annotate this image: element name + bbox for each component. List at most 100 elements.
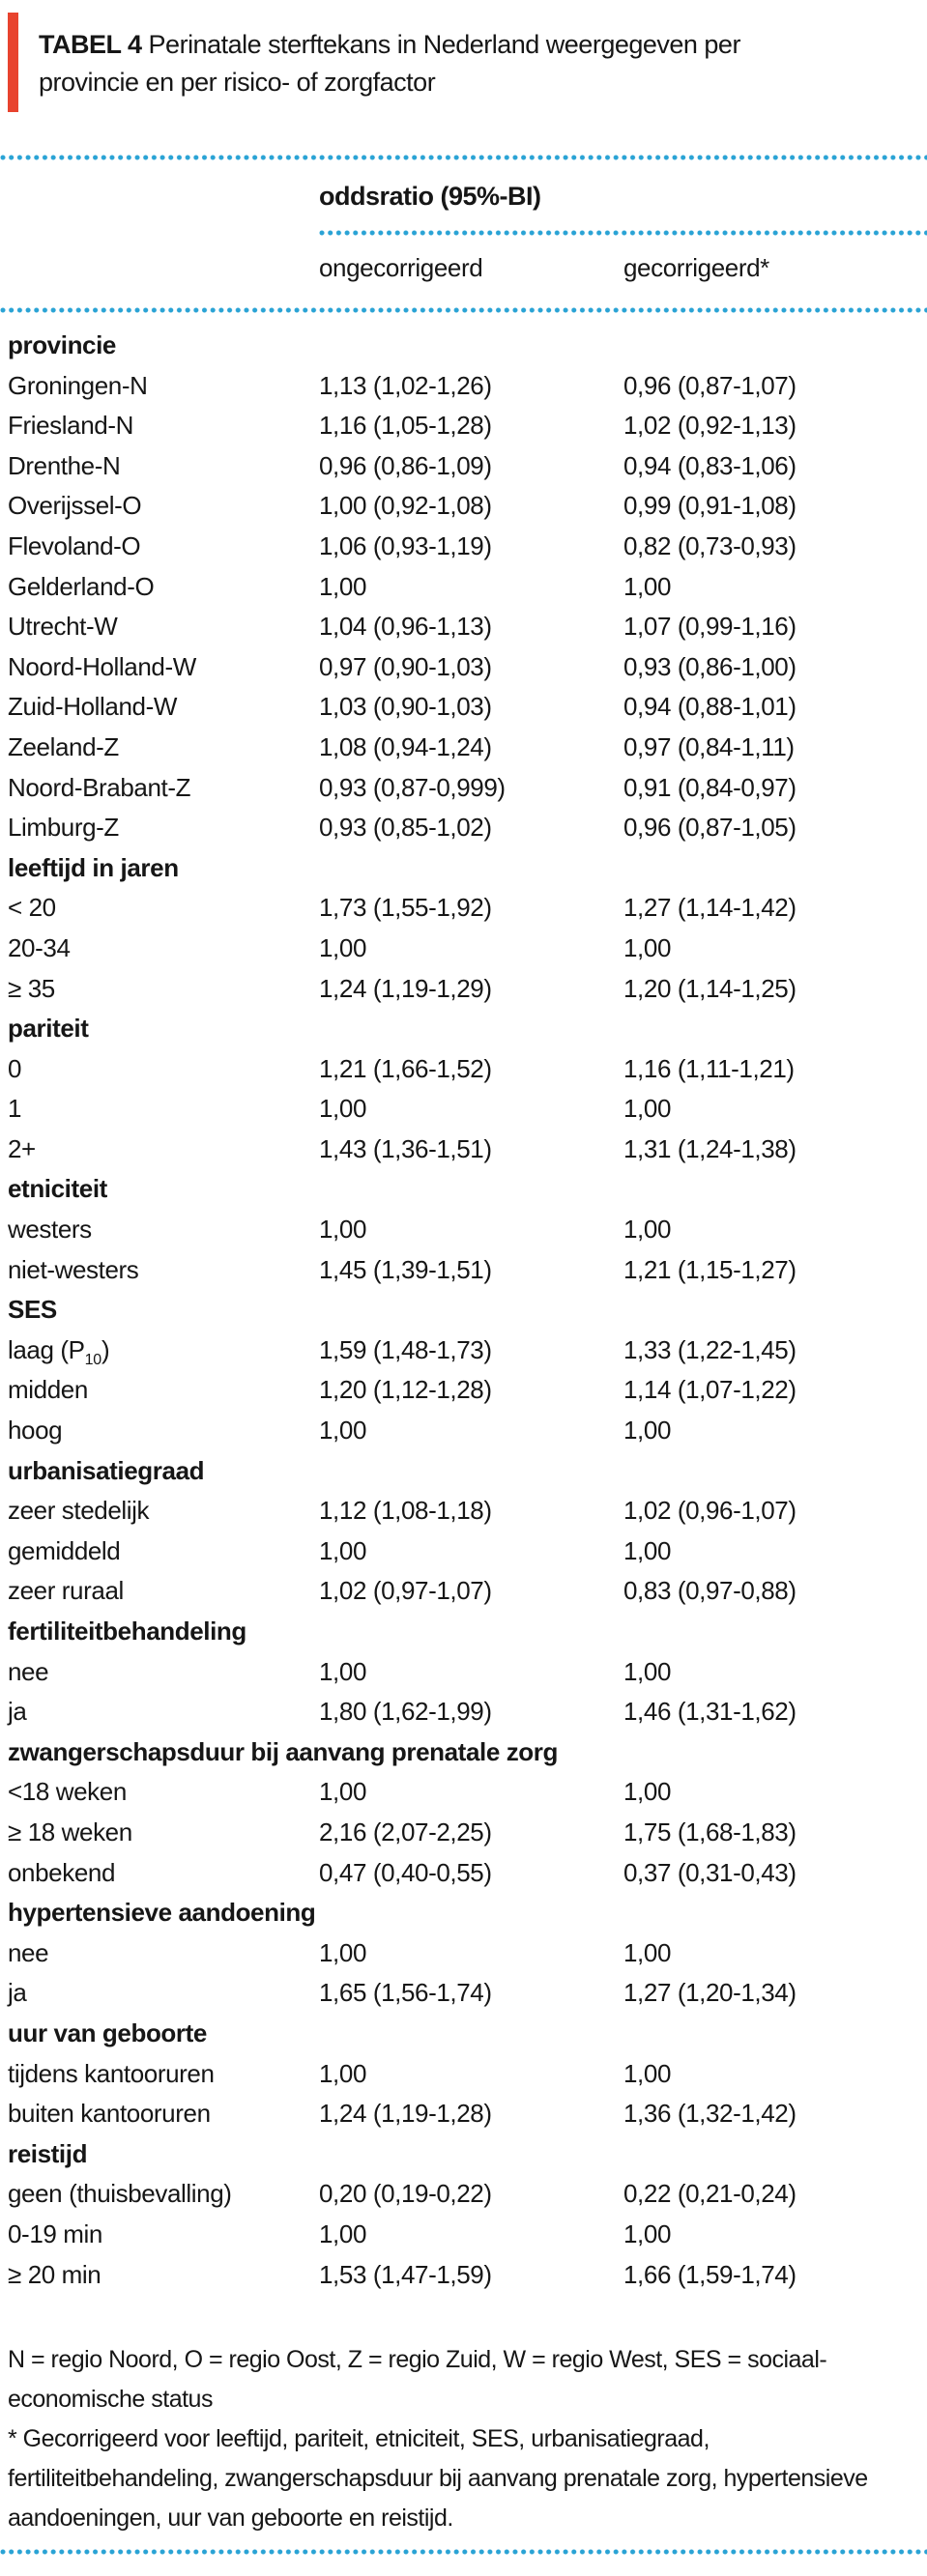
odds-ratio-unadjusted: 1,16 (1,05-1,28) <box>319 411 492 441</box>
table-row: laag (P10) 1,59 (1,48-1,73) 1,33 (1,22-1,4… <box>8 1331 927 1371</box>
row-label: tijdens kantooruren <box>8 2058 215 2088</box>
row-label: hoog <box>8 1416 63 1445</box>
odds-ratio-adjusted: 1,02 (0,92-1,13) <box>623 411 797 441</box>
table-row: westers 1,00 1,00 <box>8 1210 927 1250</box>
row-label: Drenthe-N <box>8 450 121 480</box>
odds-ratio-unadjusted: 1,43 (1,36-1,51) <box>319 1133 492 1163</box>
table-row: buiten kantooruren 1,24 (1,19-1,28) 1,36 (… <box>8 2094 927 2134</box>
odds-ratio-adjusted: 0,96 (0,87-1,05) <box>623 813 797 843</box>
odds-ratio-unadjusted: 1,24 (1,19-1,29) <box>319 973 492 1003</box>
odds-ratio-adjusted: 1,00 <box>623 1777 672 1807</box>
row-label: gemiddeld <box>8 1535 121 1565</box>
divider-dotted-subheader <box>319 230 927 236</box>
divider-dotted-body-top <box>0 307 927 313</box>
odds-ratio-adjusted: 1,00 <box>623 1656 672 1686</box>
table-row: Flevoland-O 1,06 (0,93-1,19) 0,82 (0,73-0,… <box>8 527 927 567</box>
odds-ratio-adjusted: 1,14 (1,07-1,22) <box>623 1375 797 1405</box>
footnote-adjustment: * Gecorrigeerd voor leeftijd, pariteit, … <box>8 2425 868 2532</box>
row-label: Noord-Holland-W <box>8 651 196 681</box>
table-row: ja 1,80 (1,62-1,99) 1,46 (1,31-1,62) <box>8 1692 927 1732</box>
table-row: Limburg-Z 0,93 (0,85-1,02) 0,96 (0,87-1,05… <box>8 808 927 848</box>
row-label: westers <box>8 1215 92 1245</box>
row-label: ja <box>8 1978 27 2008</box>
odds-ratio-unadjusted: 1,00 <box>319 1656 367 1686</box>
table-title: TABEL 4 Perinatale sterftekans in Nederl… <box>39 0 831 101</box>
odds-ratio-adjusted: 1,33 (1,22-1,45) <box>623 1334 797 1364</box>
odds-ratio-adjusted: 1,46 (1,31-1,62) <box>623 1697 797 1727</box>
table-row: Drenthe-N 0,96 (0,86-1,09) 0,94 (0,83-1,06… <box>8 446 927 487</box>
odds-ratio-adjusted: 1,00 <box>623 1094 672 1124</box>
footnotes: N = regio Noord, O = regio Oost, Z = reg… <box>8 2340 924 2538</box>
table-row: ≥ 35 1,24 (1,19-1,29) 1,20 (1,14-1,25) <box>8 969 927 1010</box>
odds-ratio-unadjusted: 0,97 (0,90-1,03) <box>319 651 492 681</box>
row-label: <18 weken <box>8 1777 127 1807</box>
odds-ratio-unadjusted: 1,00 <box>319 932 367 962</box>
odds-ratio-unadjusted: 1,73 (1,55-1,92) <box>319 893 492 923</box>
odds-ratio-unadjusted: 0,93 (0,85-1,02) <box>319 813 492 843</box>
section-header: reistijd <box>8 2138 88 2168</box>
table-row: ja 1,65 (1,56-1,74) 1,27 (1,20-1,34) <box>8 1973 927 2014</box>
odds-ratio-unadjusted: 0,93 (0,87-0,999) <box>319 772 506 802</box>
odds-ratio-adjusted: 1,00 <box>623 1937 672 1967</box>
row-label: ja <box>8 1697 27 1727</box>
odds-ratio-adjusted: 1,02 (0,96-1,07) <box>623 1496 797 1526</box>
row-label: < 20 <box>8 893 56 923</box>
odds-ratio-adjusted: 1,27 (1,14-1,42) <box>623 893 797 923</box>
odds-ratio-adjusted: 1,36 (1,32-1,42) <box>623 2099 797 2129</box>
table-row: geen (thuisbevalling) 0,20 (0,19-0,22) 0,2… <box>8 2174 927 2215</box>
odds-ratio-unadjusted: 1,00 <box>319 1777 367 1807</box>
section-header: fertiliteitbehandeling <box>8 1617 246 1646</box>
row-label: ≥ 35 <box>8 973 55 1003</box>
row-label: zeer stedelijk <box>8 1496 150 1526</box>
odds-ratio-unadjusted: 1,04 (0,96-1,13) <box>319 612 492 642</box>
odds-ratio-adjusted: 1,21 (1,15-1,27) <box>623 1254 797 1284</box>
odds-ratio-unadjusted: 1,20 (1,12-1,28) <box>319 1375 492 1405</box>
row-label: midden <box>8 1375 88 1405</box>
column-group-header: oddsratio (95%-BI) <box>319 182 541 211</box>
odds-ratio-adjusted: 1,16 (1,11-1,21) <box>623 1053 795 1083</box>
row-label: Zuid-Holland-W <box>8 692 178 722</box>
odds-ratio-unadjusted: 1,59 (1,48-1,73) <box>319 1334 492 1364</box>
odds-ratio-unadjusted: 1,00 <box>319 1215 367 1245</box>
row-label-subscript: 10 <box>84 1352 102 1369</box>
odds-ratio-unadjusted: 1,00 <box>319 1937 367 1967</box>
table-row: midden 1,20 (1,12-1,28) 1,14 (1,07-1,22) <box>8 1370 927 1411</box>
table-row: Groningen-N 1,13 (1,02-1,26) 0,96 (0,87-1,… <box>8 366 927 407</box>
odds-ratio-unadjusted: 1,80 (1,62-1,99) <box>319 1697 492 1727</box>
row-label: laag (P10) <box>8 1331 319 1371</box>
table-row: gemiddeld 1,00 1,00 <box>8 1531 927 1572</box>
odds-ratio-unadjusted: 1,24 (1,19-1,28) <box>319 2099 492 2129</box>
odds-ratio-adjusted: 0,93 (0,86-1,00) <box>623 651 797 681</box>
table-row: 0-19 min 1,00 1,00 <box>8 2215 927 2255</box>
table-row: Zuid-Holland-W 1,03 (0,90-1,03) 0,94 (0,88… <box>8 687 927 728</box>
odds-ratio-unadjusted: 0,96 (0,86-1,09) <box>319 450 492 480</box>
odds-ratio-adjusted: 1,00 <box>623 1535 672 1565</box>
odds-ratio-adjusted: 0,97 (0,84-1,11) <box>623 731 795 761</box>
table-row: < 20 1,73 (1,55-1,92) 1,27 (1,14-1,42) <box>8 888 927 929</box>
odds-ratio-unadjusted: 1,00 (0,92-1,08) <box>319 491 492 521</box>
row-label: 0 <box>8 1053 22 1083</box>
odds-ratio-adjusted: 0,94 (0,88-1,01) <box>623 692 797 722</box>
odds-ratio-unadjusted: 1,00 <box>319 2218 367 2248</box>
table-row: 2+ 1,43 (1,36-1,51) 1,31 (1,24-1,38) <box>8 1130 927 1170</box>
column-header-adjusted: gecorrigeerd* <box>623 253 769 282</box>
odds-ratio-adjusted: 0,96 (0,87-1,07) <box>623 370 797 400</box>
table-row: 1 1,00 1,00 <box>8 1089 927 1130</box>
row-label: 2+ <box>8 1133 36 1163</box>
odds-ratio-unadjusted: 1,06 (0,93-1,19) <box>319 530 492 560</box>
table-row: Noord-Holland-W 0,97 (0,90-1,03) 0,93 (0,8… <box>8 647 927 688</box>
table-row: niet-westers 1,45 (1,39-1,51) 1,21 (1,15-1… <box>8 1250 927 1291</box>
row-label: 1 <box>8 1094 22 1124</box>
row-label: Flevoland-O <box>8 530 141 560</box>
odds-ratio-adjusted: 1,00 <box>623 1416 672 1445</box>
table-row: 0 1,21 (1,66-1,52) 1,16 (1,11-1,21) <box>8 1049 927 1090</box>
odds-ratio-adjusted: 0,99 (0,91-1,08) <box>623 491 797 521</box>
row-label: Friesland-N <box>8 411 133 441</box>
table-row: Zeeland-Z 1,08 (0,94-1,24) 0,97 (0,84-1,11… <box>8 728 927 768</box>
table-row: hoog 1,00 1,00 <box>8 1411 927 1451</box>
odds-ratio-adjusted: 1,00 <box>623 571 672 601</box>
odds-ratio-adjusted: 1,31 (1,24-1,38) <box>623 1133 797 1163</box>
odds-ratio-unadjusted: 0,47 (0,40-0,55) <box>319 1857 492 1887</box>
row-label: nee <box>8 1937 49 1967</box>
